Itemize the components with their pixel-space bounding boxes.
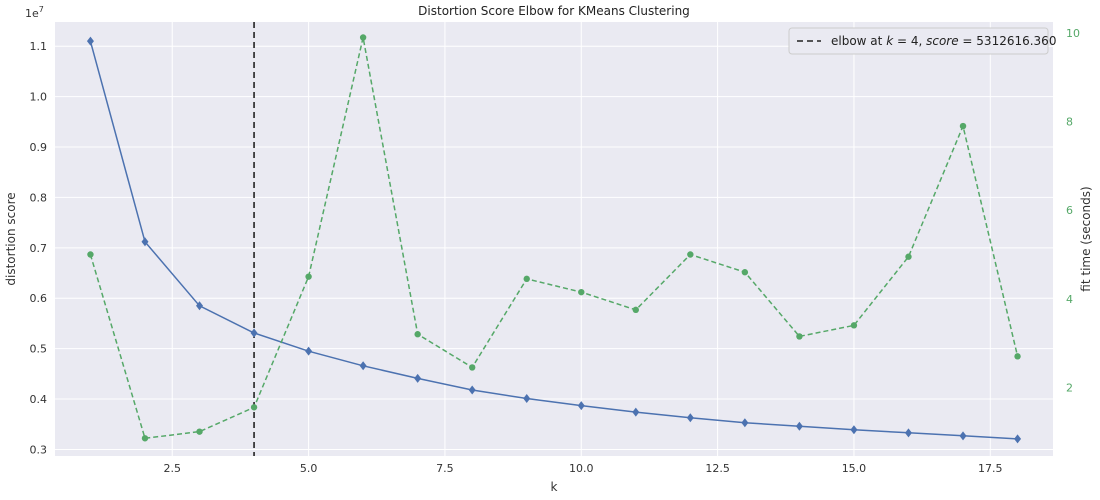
fit-time-point: [141, 435, 149, 442]
fit-time-point: [850, 322, 858, 329]
legend-suffix: = 5312616.360: [959, 34, 1057, 48]
fit-time-point: [1014, 353, 1021, 360]
x-tick-label: 10.0: [569, 462, 594, 475]
distortion-point: [196, 301, 204, 311]
x-tick-label: 12.5: [705, 462, 730, 475]
distortion-point: [414, 373, 422, 383]
fit-time-point: [196, 428, 203, 435]
fit-time-point: [741, 269, 749, 276]
y2-axis-label: fit time (seconds): [1079, 186, 1093, 291]
distortion-point: [1014, 434, 1022, 444]
legend-elbow-label: elbow at k = 4, score = 5312616.360: [831, 34, 1056, 48]
y-tick-label: 0.4: [30, 393, 48, 406]
y-tick-label: 0.6: [30, 292, 48, 305]
legend-box: [788, 27, 1049, 55]
distortion-point: [523, 394, 531, 404]
distortion-point: [795, 421, 803, 431]
legend-mid: = 4,: [893, 34, 926, 48]
y-tick-label: 1.1: [30, 40, 48, 53]
legend-score: score: [926, 34, 959, 48]
fit-time-point: [905, 253, 912, 260]
distortion-point: [468, 385, 476, 395]
fit-time-point: [87, 251, 94, 258]
x-tick-label: 15.0: [842, 462, 867, 475]
fit-time-point: [414, 331, 421, 338]
plot-area: [55, 22, 1053, 456]
legend-prefix: elbow at: [831, 34, 886, 48]
fit-time-point: [687, 251, 694, 258]
distortion-point: [741, 418, 749, 428]
chart-title: Distortion Score Elbow for KMeans Cluste…: [418, 4, 690, 18]
fit-time-point: [359, 34, 367, 41]
x-tick-label: 5.0: [300, 462, 318, 475]
y-tick-label: 0.9: [30, 141, 48, 154]
fit-time-point: [305, 273, 312, 280]
axis-ticks: 2.5 5.0 7.5 10.0 12.5 15.0 17.5 0.3 0.4 0.5 0.6 0.7…: [30, 27, 1081, 475]
y2-tick-label: 2: [1066, 381, 1073, 394]
y-tick-label: 0.7: [30, 242, 48, 255]
y-axis-offset-label: 1e7: [25, 5, 44, 20]
distortion-point: [577, 401, 585, 411]
y2-tick-label: 4: [1066, 293, 1073, 306]
distortion-point: [305, 346, 313, 356]
fit-time-point: [632, 306, 640, 314]
distortion-point: [250, 328, 258, 338]
legend-k: k: [886, 34, 894, 48]
fit-time-point: [578, 288, 585, 296]
y-tick-label: 1.0: [30, 91, 48, 104]
fit-time-point: [250, 404, 258, 411]
fit-time-point: [796, 333, 803, 340]
fit-time-point: [468, 364, 476, 371]
distortion-point: [850, 425, 858, 435]
offset-base: 1e: [25, 7, 39, 20]
y-tick-label: 0.3: [30, 443, 48, 456]
distortion-point: [959, 431, 967, 441]
fit-time-point: [959, 122, 967, 130]
offset-exponent: 7: [39, 5, 44, 14]
distortion-line: [89, 41, 1018, 440]
series-group: [86, 34, 1022, 444]
x-axis-label: k: [551, 480, 558, 494]
y-tick-label: 0.5: [30, 343, 48, 356]
y-tick-label: 0.8: [30, 191, 48, 204]
fit-time-line: [89, 37, 1019, 440]
distortion-point: [686, 413, 694, 423]
y2-tick-label: 8: [1066, 116, 1073, 129]
y2-tick-label: 6: [1066, 204, 1073, 217]
distortion-point: [904, 428, 912, 438]
y-axis-label: distortion score: [4, 192, 18, 285]
x-tick-label: 7.5: [436, 462, 454, 475]
distortion-point: [359, 361, 367, 371]
y2-tick-label: 10: [1066, 27, 1080, 40]
distortion-point: [86, 36, 94, 46]
x-tick-label: 17.5: [978, 462, 1003, 475]
distortion-point: [141, 237, 149, 247]
grid-lines: [55, 22, 1053, 456]
legend: elbow at k = 4, score = 5312616.360: [788, 27, 1056, 55]
fit-time-point: [523, 275, 530, 283]
distortion-point: [632, 407, 640, 417]
x-tick-label: 2.5: [164, 462, 182, 475]
